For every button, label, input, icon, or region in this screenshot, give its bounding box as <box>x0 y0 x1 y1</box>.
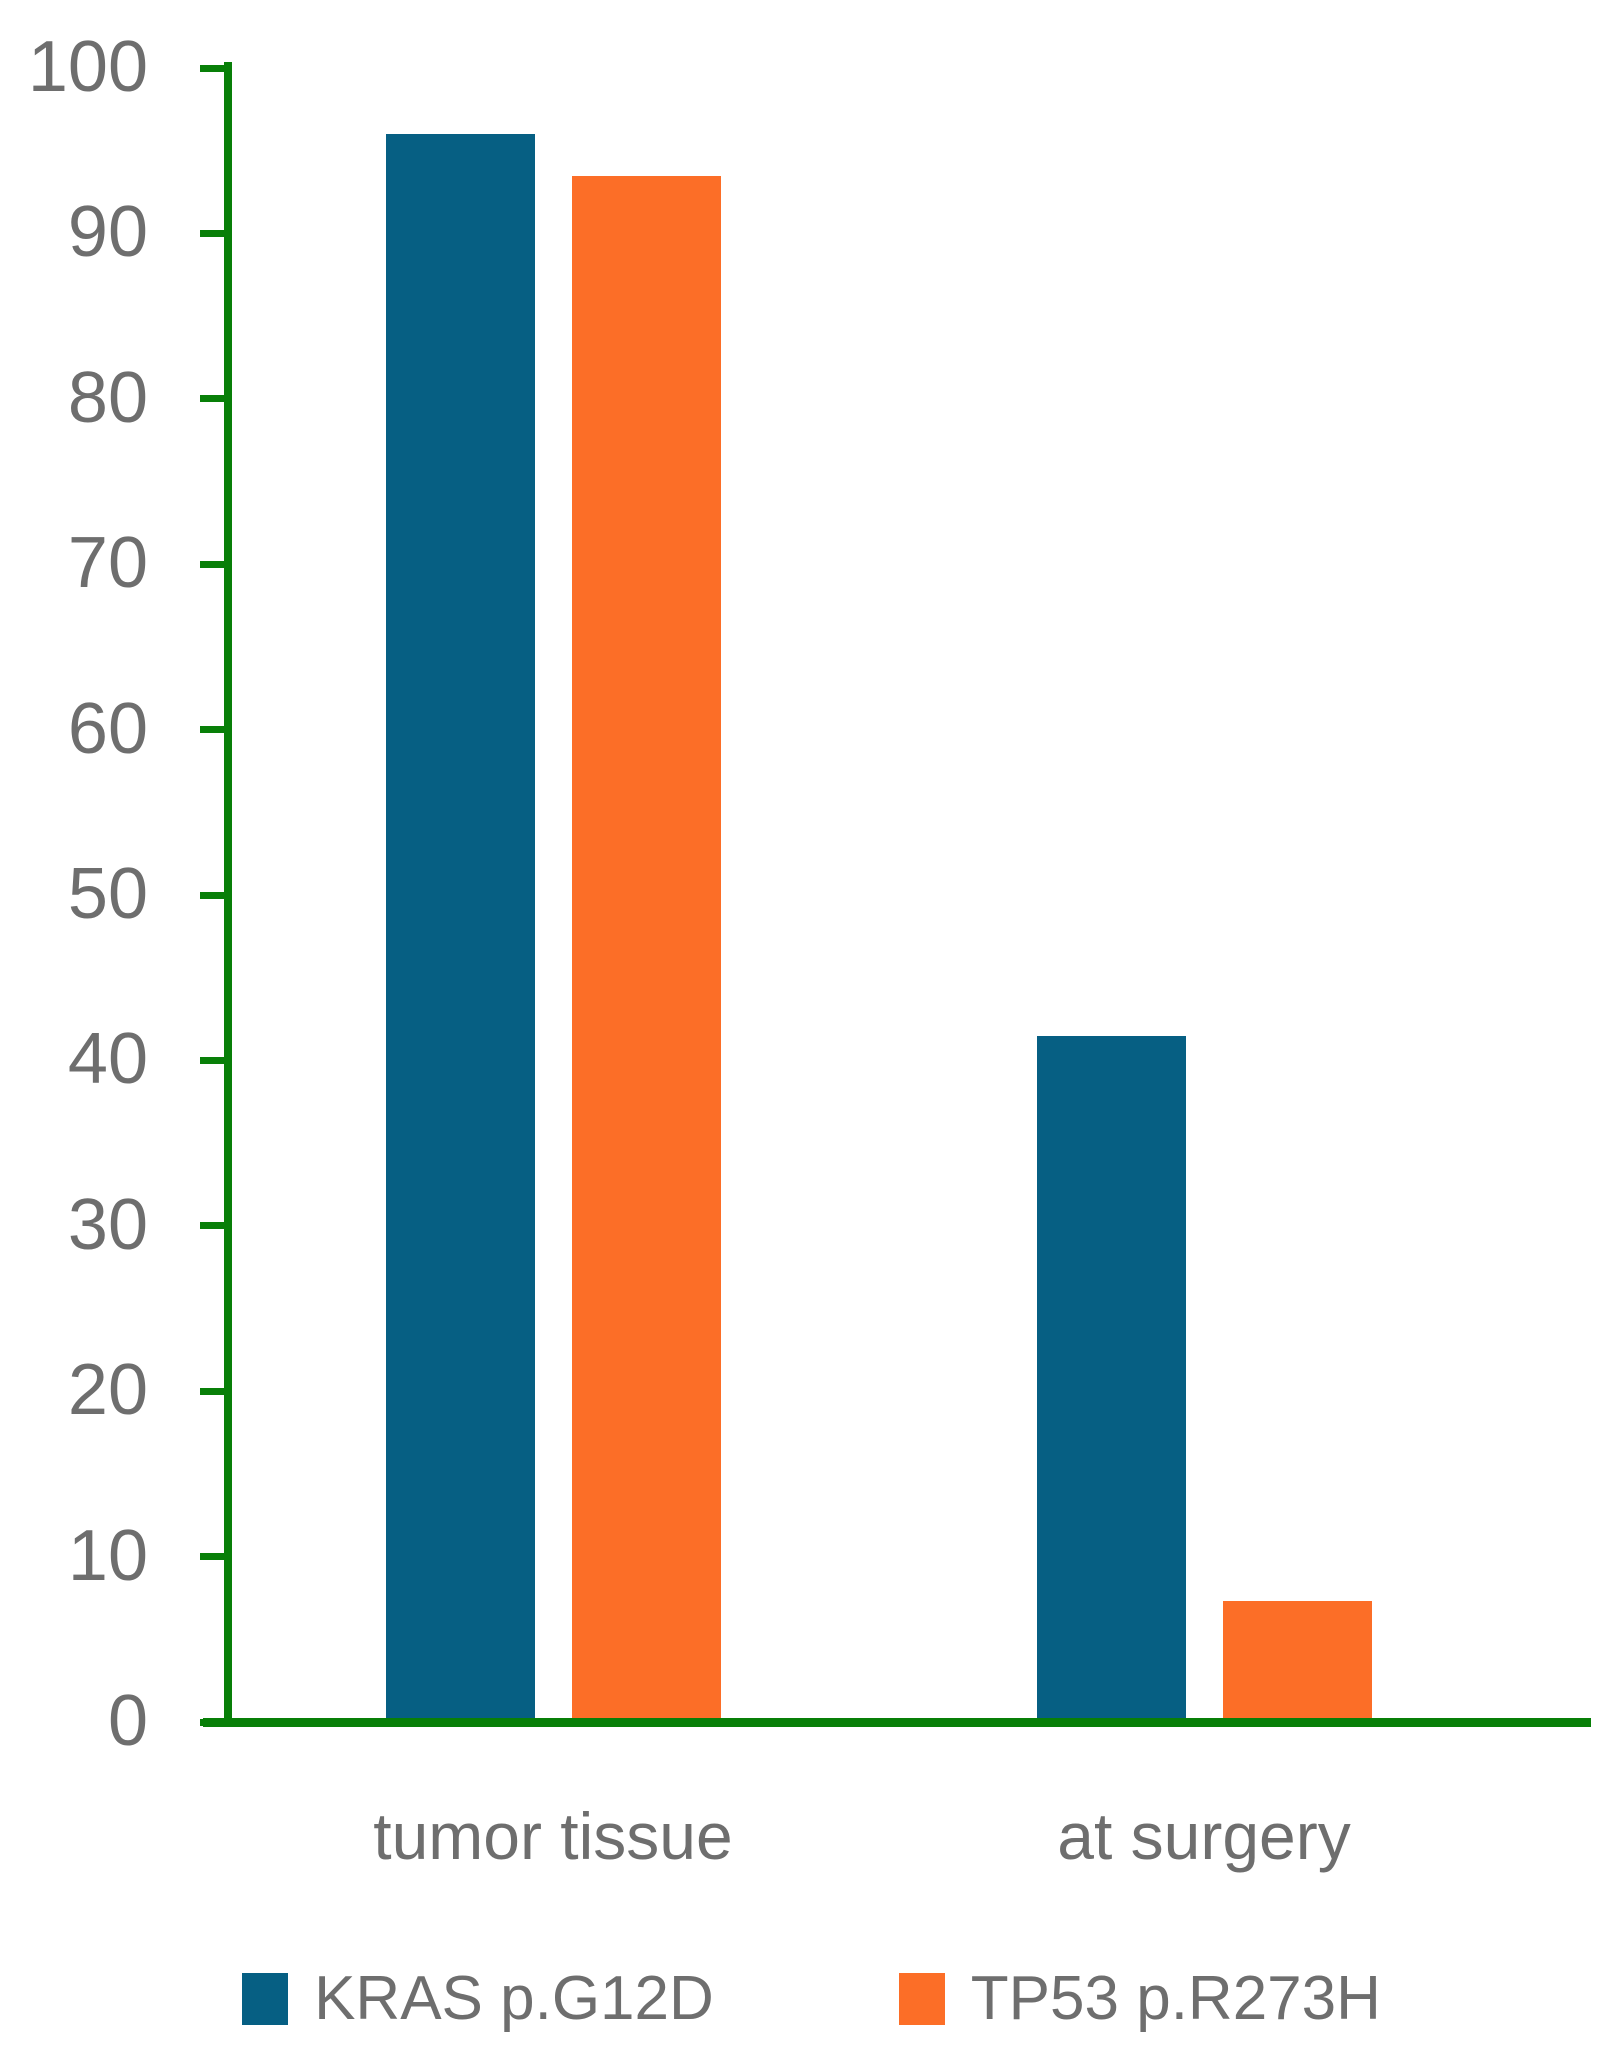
y-tick-mark <box>200 1387 228 1395</box>
y-tick-label: 50 <box>67 854 148 934</box>
y-tick-label: 20 <box>67 1350 148 1431</box>
y-tick-label: 10 <box>67 1515 148 1596</box>
category-label-tumor-tissue: tumor tissue <box>373 1799 733 1873</box>
y-tick-mark <box>200 726 228 734</box>
bar-kras-tumor-tissue <box>385 134 535 1722</box>
y-tick-mark <box>200 229 228 237</box>
y-tick-label: 30 <box>67 1184 148 1265</box>
bar-kras-at-surgery <box>1036 1035 1186 1722</box>
legend-label-kras: KRAS p.G12D <box>314 1964 714 2033</box>
y-tick-mark <box>200 395 228 403</box>
y-tick-label: 0 <box>107 1681 148 1761</box>
y-tick-mark <box>200 560 228 568</box>
bar-tp53-at-surgery <box>1222 1601 1372 1722</box>
y-axis-line <box>224 62 232 1726</box>
bar-tp53-tumor-tissue <box>571 175 721 1722</box>
y-tick-mark <box>200 64 228 72</box>
x-axis-line <box>203 1718 1591 1727</box>
y-tick-label: 100 <box>27 27 148 107</box>
legend: KRAS p.G12D TP53 p.R273H <box>0 1968 1623 2030</box>
y-tick-mark <box>200 1222 228 1230</box>
y-tick-mark <box>200 1553 228 1561</box>
y-tick-label: 70 <box>67 523 148 604</box>
legend-swatch-kras-icon <box>242 1973 289 2025</box>
legend-swatch-tp53-icon <box>898 1973 945 2025</box>
y-tick-label: 80 <box>67 357 148 438</box>
y-tick-label: 60 <box>67 688 148 769</box>
y-tick-label: 90 <box>67 192 148 273</box>
legend-item-kras: KRAS p.G12D <box>242 1968 714 2030</box>
y-tick-mark <box>200 891 228 899</box>
y-tick-label: 40 <box>67 1019 148 1100</box>
category-label-at-surgery: at surgery <box>1057 1799 1351 1873</box>
y-tick-mark <box>200 1056 228 1064</box>
legend-item-tp53: TP53 p.R273H <box>898 1964 1381 2033</box>
legend-label-tp53: TP53 p.R273H <box>970 1964 1381 2033</box>
